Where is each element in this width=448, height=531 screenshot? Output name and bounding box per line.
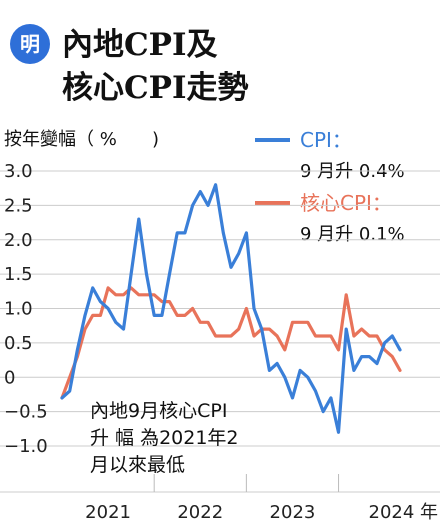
x-tick-label: 2024 年 — [369, 502, 439, 523]
series-lines — [60, 183, 402, 434]
year-dividers — [153, 474, 340, 492]
y-tick-label: −1.0 — [4, 436, 48, 457]
annotation-line-1: 內地9月核心CPI — [90, 400, 227, 422]
x-tick-label: 2022 — [177, 502, 223, 523]
y-axis-label: 按年變幅（ % — [4, 129, 117, 150]
legend: CPI： 9 月升 0.4% 核心CPI： 9 月升 0.1% — [255, 128, 405, 245]
x-tick-label: 2023 — [270, 502, 316, 523]
x-tick-label: 2021 — [85, 502, 131, 523]
logo-text: 明 — [20, 32, 40, 56]
y-tick-labels: −1.0 −0.5 0 0.5 1.0 1.5 2.0 2.5 3.0 — [4, 161, 48, 457]
legend-name-cpi: CPI： — [300, 128, 352, 152]
y-tick-label: 3.0 — [4, 161, 33, 182]
y-tick-label: −0.5 — [4, 402, 48, 423]
chart-title-line-2: 核心CPI走勢 — [62, 70, 248, 106]
y-axis-label-close: ) — [152, 129, 159, 150]
y-tick-label: 0 — [4, 367, 15, 388]
logo-badge — [10, 24, 50, 64]
legend-value-core-cpi: 9 月升 0.1% — [300, 224, 405, 245]
legend-name-core-cpi: 核心CPI： — [300, 191, 392, 215]
annotation-line-2: 升 幅 為2021年2 — [90, 427, 239, 449]
annotation-line-3: 月以來最低 — [90, 454, 185, 476]
y-tick-label: 2.0 — [4, 230, 33, 251]
y-tick-label: 1.0 — [4, 299, 33, 320]
chart-title-line-1: 內地CPI及 — [62, 27, 217, 63]
y-tick-label: 2.5 — [4, 195, 33, 216]
y-tick-label: 1.5 — [4, 264, 33, 285]
cpi-series-line — [60, 183, 402, 434]
annotation: 內地9月核心CPI 升 幅 為2021年2 月以來最低 — [90, 400, 239, 476]
brand-logo: 明 — [10, 24, 50, 64]
y-tick-label: 0.5 — [4, 333, 33, 354]
x-tick-labels: 2021 2022 2023 2024 年 — [85, 502, 438, 523]
core-cpi-series-line — [60, 286, 402, 400]
